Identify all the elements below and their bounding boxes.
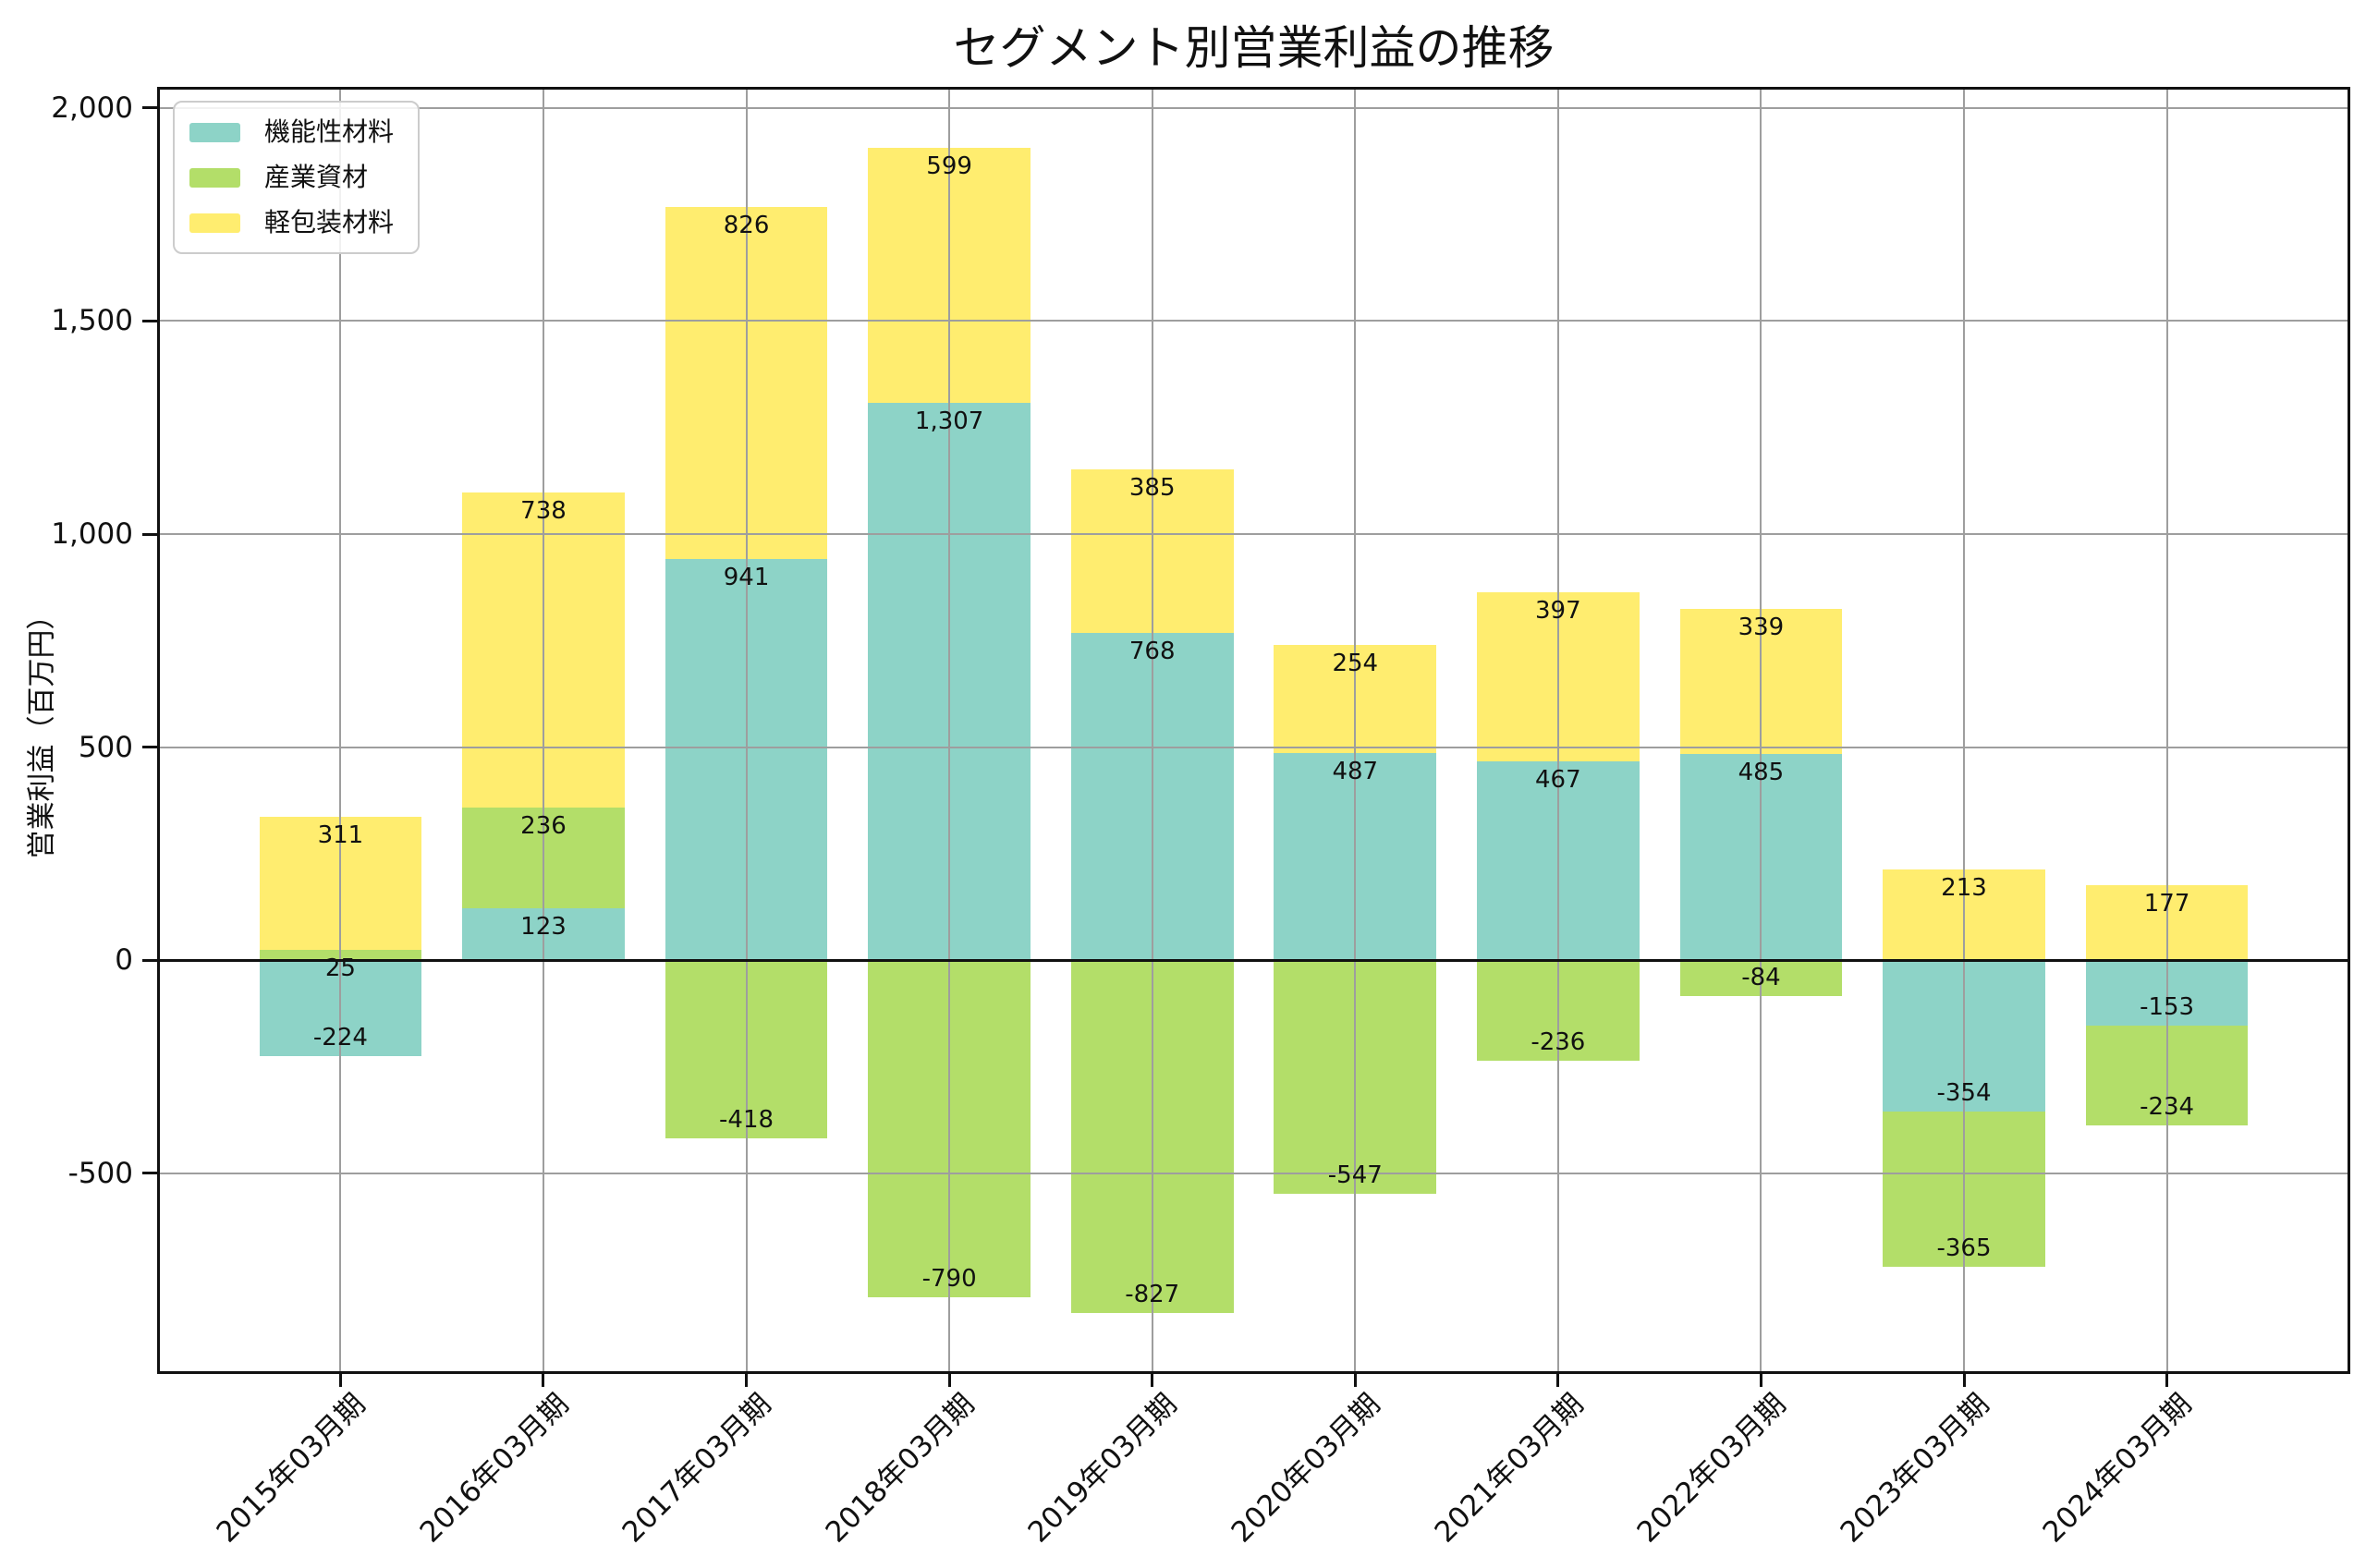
y-tick-1500 (142, 319, 157, 322)
gridline-y-1000 (160, 533, 2348, 536)
y-tick-0 (142, 958, 157, 962)
chart-title: セグメント別営業利益の推移 (953, 21, 1555, 75)
x-tick-9 (2165, 1374, 2169, 1387)
y-tick--500 (142, 1172, 157, 1175)
gridline-x-0 (339, 90, 342, 1371)
x-tick-label-1: 2016年03月期 (413, 1387, 576, 1550)
bar-label-s0-c3: 1,307 (914, 407, 984, 436)
bar-label-s2-c3: 599 (926, 152, 972, 181)
x-tick-label-3: 2018年03月期 (819, 1387, 982, 1550)
x-tick-0 (338, 1374, 342, 1387)
bar-label-s2-c1: 738 (520, 497, 567, 526)
x-tick-label-8: 2023年03月期 (1834, 1387, 1996, 1550)
y-tick-label-2000: 2,000 (51, 91, 133, 125)
y-tick-label-1000: 1,000 (51, 517, 133, 552)
x-tick-5 (1353, 1374, 1357, 1387)
gridline-x-1 (542, 90, 544, 1371)
x-tick-6 (1556, 1374, 1560, 1387)
gridline-y-2000 (160, 106, 2348, 109)
bar-label-s2-c5: 254 (1332, 649, 1379, 677)
bar-label-s2-c4: 385 (1128, 473, 1176, 502)
legend: 機能性材料 産業資材 軽包装材料 (173, 101, 421, 254)
y-tick-label--500: -500 (67, 1156, 133, 1190)
gridline-x-9 (2165, 90, 2168, 1371)
legend-label: 産業資材 (264, 162, 369, 192)
bar-label-s1-c7: -84 (1741, 964, 1781, 992)
x-tick-label-4: 2019年03月期 (1021, 1387, 1184, 1550)
bar-label-s0-c4: 768 (1128, 638, 1176, 666)
bar-label-s2-c0: 311 (317, 821, 364, 850)
bar-label-s1-c3: -790 (921, 1264, 977, 1293)
legend-swatch-teal (189, 122, 240, 142)
x-tick-4 (1151, 1374, 1154, 1387)
x-tick-label-9: 2024年03月期 (2036, 1387, 2199, 1550)
bar-label-s1-c5: -547 (1327, 1161, 1383, 1189)
gridline-x-2 (745, 90, 748, 1371)
legend-item-0: 機能性材料 (189, 117, 394, 147)
bar-label-s0-c8: -354 (1936, 1078, 1992, 1107)
legend-item-2: 軽包装材料 (189, 208, 394, 237)
zero-line (160, 958, 2348, 962)
bar-label-s2-c8: 213 (1941, 874, 1987, 903)
x-tick-label-6: 2021年03月期 (1428, 1387, 1591, 1550)
legend-label: 軽包装材料 (264, 207, 395, 237)
y-tick-label-0: 0 (115, 943, 133, 978)
y-tick-label-500: 500 (78, 730, 133, 764)
bar-label-s2-c9: 177 (2143, 889, 2190, 918)
bar-label-s2-c7: 339 (1738, 614, 1785, 642)
bar-label-s1-c2: -418 (719, 1106, 774, 1135)
x-tick-8 (1962, 1374, 1966, 1387)
gridline-x-7 (1760, 90, 1762, 1371)
y-tick-2000 (142, 106, 157, 110)
bar-label-s1-c4: -827 (1125, 1280, 1180, 1308)
gridline-y--500 (160, 1172, 2348, 1174)
bar-label-s2-c2: 826 (723, 212, 770, 240)
gridline-y-1500 (160, 320, 2348, 322)
bar-label-s0-c6: 467 (1535, 765, 1581, 794)
gridline-x-5 (1354, 90, 1357, 1371)
bar-label-s0-c2: 941 (723, 564, 770, 592)
x-tick-2 (745, 1374, 749, 1387)
x-tick-1 (542, 1374, 545, 1387)
gridline-x-6 (1556, 90, 1559, 1371)
y-tick-label-1500: 1,500 (51, 304, 133, 338)
bar-label-s0-c0: -224 (312, 1023, 368, 1051)
bar-label-s0-c9: -153 (2140, 992, 2195, 1021)
legend-swatch-yellow (189, 213, 240, 233)
legend-item-1: 産業資材 (189, 163, 394, 192)
bar-label-s0-c7: 485 (1738, 758, 1785, 786)
bar-label-s0-c5: 487 (1332, 757, 1379, 785)
legend-label: 機能性材料 (264, 116, 395, 147)
x-tick-label-0: 2015年03月期 (210, 1387, 372, 1550)
x-tick-label-2: 2017年03月期 (616, 1387, 778, 1550)
gridline-x-8 (1963, 90, 1965, 1371)
bar-label-s1-c8: -365 (1936, 1234, 1992, 1262)
gridline-x-3 (948, 90, 951, 1371)
y-tick-500 (142, 746, 157, 749)
bar-label-s1-c1: 236 (520, 811, 567, 840)
gridline-x-4 (1151, 90, 1153, 1371)
bar-label-s1-c6: -236 (1531, 1028, 1586, 1057)
legend-swatch-green (189, 167, 240, 188)
bar-label-s1-c0: 25 (324, 954, 356, 982)
plot-area: 機能性材料 産業資材 軽包装材料 -224 25 311 123 236 738 941 -4… (157, 87, 2350, 1374)
x-tick-label-7: 2022年03月期 (1630, 1387, 1793, 1550)
x-tick-7 (1759, 1374, 1762, 1387)
bar-label-s2-c6: 397 (1535, 596, 1581, 625)
bar-label-s1-c9: -234 (2140, 1092, 2195, 1121)
gridline-y-500 (160, 746, 2348, 748)
y-tick-1000 (142, 532, 157, 536)
bar-label-s0-c1: 123 (520, 912, 567, 941)
x-tick-label-5: 2020年03月期 (1225, 1387, 1387, 1550)
x-tick-3 (947, 1374, 951, 1387)
